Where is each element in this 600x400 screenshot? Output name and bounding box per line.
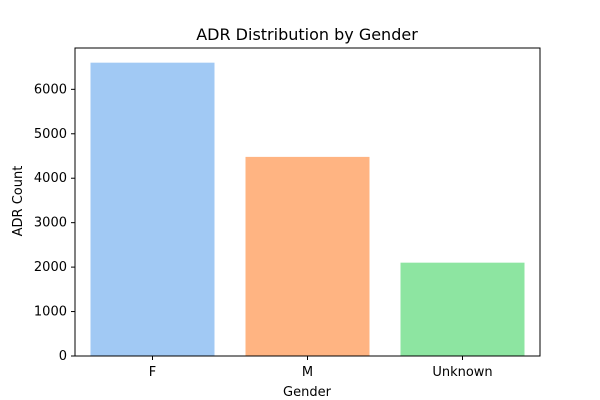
x-ticks-group: F M Unknown xyxy=(149,356,493,380)
chart-title: ADR Distribution by Gender xyxy=(196,25,418,44)
y-tick-label: 1000 xyxy=(34,305,67,320)
bar-m xyxy=(245,156,370,356)
x-tick-label: F xyxy=(149,365,156,380)
y-tick-label: 6000 xyxy=(34,82,67,97)
x-axis-label: Gender xyxy=(283,385,332,400)
y-axis-label: ADR Count xyxy=(11,166,26,237)
plot-frame xyxy=(74,47,541,357)
bar-f xyxy=(90,62,215,357)
y-tick-label: 4000 xyxy=(34,171,67,186)
y-tick-label: 0 xyxy=(59,349,67,364)
bar-unknown xyxy=(400,262,525,356)
bars-group xyxy=(90,62,525,357)
y-tick-label: 5000 xyxy=(34,127,67,142)
x-tick-label: Unknown xyxy=(432,365,492,380)
x-tick-label: M xyxy=(302,365,313,380)
y-tick-label: 3000 xyxy=(34,216,67,231)
y-tick-label: 2000 xyxy=(34,260,67,275)
y-ticks-group: 0 1000 2000 3000 4000 5000 6000 xyxy=(34,82,75,364)
